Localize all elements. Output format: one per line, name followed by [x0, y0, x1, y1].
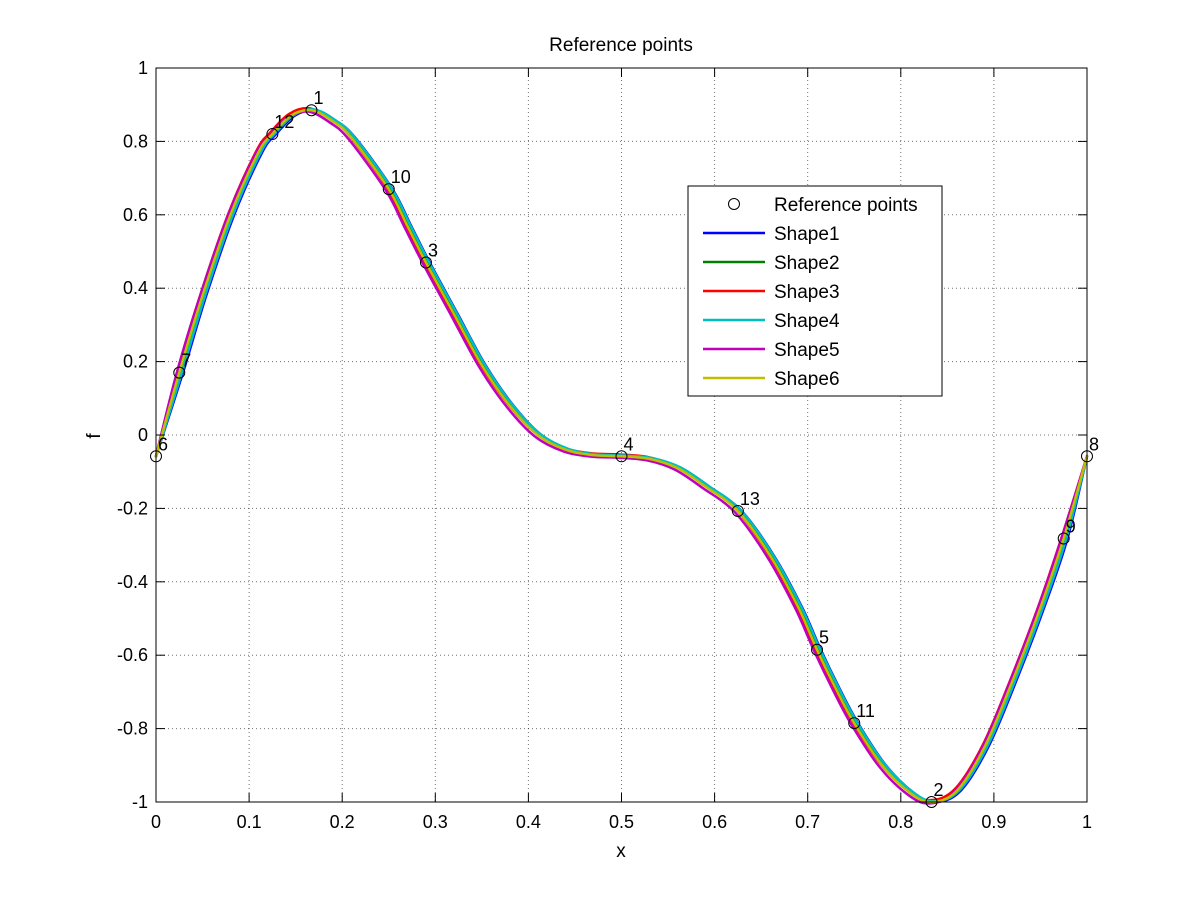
reference-point-marker	[382, 183, 395, 196]
y-tick-label: -0.2	[117, 498, 148, 518]
reference-point-marker	[615, 450, 628, 463]
x-tick-labels: 0 0.1 0.2 0.3 0.4 0.5 0.6 0.7 0.8 0.9 1	[151, 812, 1092, 832]
y-tick-label: 0.4	[123, 278, 148, 298]
reference-point-marker	[305, 104, 318, 117]
reference-point-label: 9	[1066, 516, 1076, 536]
plot-area	[156, 68, 1087, 802]
legend: Reference points Shape1Shape2Shape3Shape…	[687, 185, 943, 397]
x-tick-label: 0.3	[423, 812, 448, 832]
y-tick-label: 0.2	[123, 352, 148, 372]
x-tick-label: 0.9	[981, 812, 1006, 832]
reference-point-label: 5	[819, 628, 829, 648]
legend-label-shape6: Shape6	[774, 369, 840, 390]
legend-label-reference-points: Reference points	[774, 195, 918, 216]
y-tick-label: -0.6	[117, 645, 148, 665]
x-tick-label: 0.6	[702, 812, 727, 832]
reference-point-marker	[266, 128, 279, 141]
y-tick-label: 0.6	[123, 205, 148, 225]
reference-point-label: 3	[428, 241, 438, 261]
y-axis-label: f	[84, 433, 105, 439]
x-tick-label: 0.7	[795, 812, 820, 832]
reference-point-label: 12	[274, 112, 294, 132]
reference-point-label: 8	[1089, 434, 1099, 454]
legend-label-shape4: Shape4	[774, 311, 840, 332]
y-tick-label: 1	[138, 58, 148, 78]
x-tick-label: 1	[1082, 812, 1092, 832]
x-tick-label: 0	[151, 812, 161, 832]
chart-title: Reference points	[549, 35, 693, 56]
y-tick-label: 0	[138, 425, 148, 445]
x-tick-label: 0.2	[330, 812, 355, 832]
y-tick-label: -1	[132, 792, 148, 812]
reference-point-marker	[419, 256, 432, 269]
reference-point-label: 13	[740, 489, 760, 509]
y-tick-label: 0.8	[123, 131, 148, 151]
reference-point-marker	[848, 717, 861, 730]
legend-label-shape1: Shape1	[774, 224, 840, 245]
x-tick-label: 0.5	[609, 812, 634, 832]
reference-point-label: 6	[158, 434, 168, 454]
x-tick-label: 0.4	[516, 812, 541, 832]
y-tick-label: -0.4	[117, 572, 148, 592]
reference-point-label: 4	[624, 434, 634, 454]
reference-point-marker	[731, 504, 744, 517]
reference-point-label: 11	[856, 701, 875, 721]
y-tick-labels: 1 0.8 0.6 0.4 0.2 0 -0.2 -0.4 -0.6 -0.8 -1	[117, 58, 148, 812]
legend-label-shape3: Shape3	[774, 282, 840, 303]
x-axis-label: x	[616, 841, 626, 862]
legend-label-shape5: Shape5	[774, 340, 840, 361]
reference-point-marker	[811, 643, 824, 656]
x-tick-label: 0.1	[237, 812, 262, 832]
reference-point-label: 1	[313, 88, 323, 108]
y-tick-label: -0.8	[117, 719, 148, 739]
reference-point-label: 10	[391, 167, 411, 187]
reference-point-marker	[1057, 532, 1070, 545]
axis-ticks	[155, 67, 1088, 803]
legend-series: Shape1 Shape2 Shape3 Shape4 Shape5 Shape6	[703, 224, 840, 390]
x-tick-label: 0.8	[888, 812, 913, 832]
reference-point-label: 7	[181, 351, 191, 371]
legend-marker-reference-points	[728, 198, 740, 210]
legend-label-shape2: Shape2	[774, 253, 840, 274]
reference-point-marker	[173, 366, 186, 379]
reference-point-label: 2	[934, 780, 944, 800]
